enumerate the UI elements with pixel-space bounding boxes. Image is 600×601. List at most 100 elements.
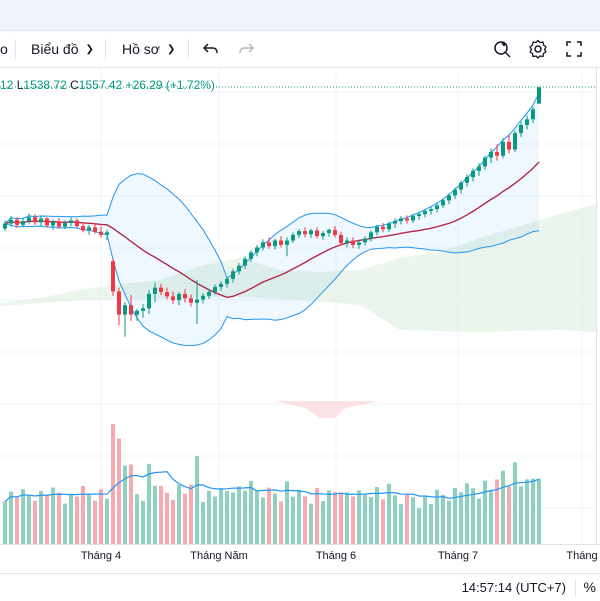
volume-bar: [273, 493, 277, 544]
chart-pane[interactable]: [0, 68, 596, 544]
volume-bar: [225, 491, 229, 544]
undo-button[interactable]: [202, 31, 220, 67]
candle-body: [279, 240, 283, 245]
volume-bar: [141, 500, 145, 544]
volume-bar: [177, 485, 181, 544]
volume-bar: [471, 488, 475, 544]
candle-body: [447, 195, 451, 201]
candle-body: [261, 242, 265, 248]
volume-bar: [399, 504, 403, 544]
time-label: Tháng 4: [80, 550, 122, 562]
status-bar: 14:57:14 (UTC+7) %: [0, 573, 600, 601]
volume-bar: [63, 503, 67, 544]
candle-body: [357, 242, 361, 245]
volume-bar: [237, 486, 241, 544]
candle-body: [63, 222, 67, 227]
price-chart: [0, 68, 596, 544]
candle-body: [201, 295, 205, 300]
gear-icon: [529, 39, 547, 59]
candle-body: [399, 218, 403, 222]
time-label: Tháng Năm: [190, 550, 248, 562]
volume-bar: [189, 484, 193, 544]
volume-bar: [345, 492, 349, 544]
candle-body: [507, 141, 511, 150]
volume-bar: [339, 492, 343, 544]
redo-button[interactable]: [237, 31, 255, 67]
volume-bar: [183, 493, 187, 544]
time-axis[interactable]: Tháng 4 Tháng Năm Tháng 6 Tháng 7 Tháng: [0, 544, 600, 567]
volume-bar: [453, 487, 457, 544]
volume-bar: [51, 487, 55, 544]
quick-search-button[interactable]: [493, 31, 513, 67]
volume-bar: [45, 495, 49, 544]
settings-button[interactable]: [528, 31, 548, 67]
candle-body: [315, 230, 319, 237]
volume-bar: [81, 485, 85, 544]
candle-body: [489, 151, 493, 158]
volume-bar: [447, 500, 451, 544]
volume-bar: [99, 489, 103, 544]
volume-bar: [519, 486, 523, 544]
volume-bar: [315, 487, 319, 544]
candle-body: [471, 170, 475, 178]
volume-bar: [129, 464, 133, 544]
candle-body: [33, 217, 37, 223]
candle-body: [423, 211, 427, 215]
volume-bar: [501, 470, 505, 544]
time-label: Tháng 7: [437, 550, 479, 562]
volume-bar: [537, 478, 541, 544]
candle-body: [9, 219, 13, 224]
candle-body: [309, 230, 313, 235]
candle-body: [207, 292, 211, 296]
volume-bar: [147, 463, 151, 544]
volume-bar: [213, 496, 217, 544]
candle-body: [21, 221, 25, 225]
volume-bar: [9, 491, 13, 544]
volume-bar: [105, 498, 109, 544]
volume-bar: [159, 486, 163, 544]
price-axis[interactable]: [596, 68, 600, 544]
volume-bar: [117, 438, 121, 544]
volume-bar: [207, 490, 211, 544]
candle-body: [99, 231, 103, 235]
volume-bar: [441, 494, 445, 544]
candle-body: [405, 218, 409, 221]
bollinger-upper-line: [4, 92, 540, 279]
volume-bar: [417, 508, 421, 544]
timezone-clock[interactable]: 14:57:14 (UTC+7): [461, 580, 566, 595]
volume-bar: [351, 496, 355, 544]
volume-bar: [297, 489, 301, 544]
profile-dropdown[interactable]: Hồ sơ ❯: [122, 31, 175, 67]
candle-body: [183, 293, 187, 299]
candle-body: [459, 182, 463, 190]
redo-icon: [239, 43, 255, 53]
percent-scale-toggle[interactable]: %: [583, 579, 596, 595]
time-label: Tháng: [566, 550, 598, 562]
volume-bar: [69, 493, 73, 544]
candle-body: [225, 278, 229, 284]
interval-button[interactable]: o: [0, 31, 8, 67]
candle-body: [141, 308, 145, 311]
volume-bar: [27, 495, 31, 544]
volume-bar: [261, 497, 265, 544]
candle-body: [237, 265, 241, 272]
candle-body: [3, 223, 7, 229]
search-icon: [494, 41, 511, 58]
fullscreen-button[interactable]: [565, 31, 583, 67]
candle-body: [243, 258, 247, 266]
chart-type-dropdown[interactable]: Biểu đồ ❯: [31, 31, 94, 67]
legend-close-key: C: [70, 78, 79, 92]
ohlc-legend: 12 L1538.72 C1557.42 +26.29 (+1.72%): [0, 78, 215, 92]
candle-body: [465, 177, 469, 183]
candle-body: [57, 221, 61, 227]
volume-bar: [381, 499, 385, 544]
volume-bar: [249, 480, 253, 544]
legend-low-key: L: [16, 78, 24, 92]
volume-bar: [285, 481, 289, 544]
candle-body: [213, 286, 217, 293]
moving-average-line: [4, 161, 540, 299]
candle-body: [153, 287, 157, 294]
candle-body: [297, 231, 301, 235]
volume-bar: [123, 465, 127, 544]
candle-body: [267, 242, 271, 247]
